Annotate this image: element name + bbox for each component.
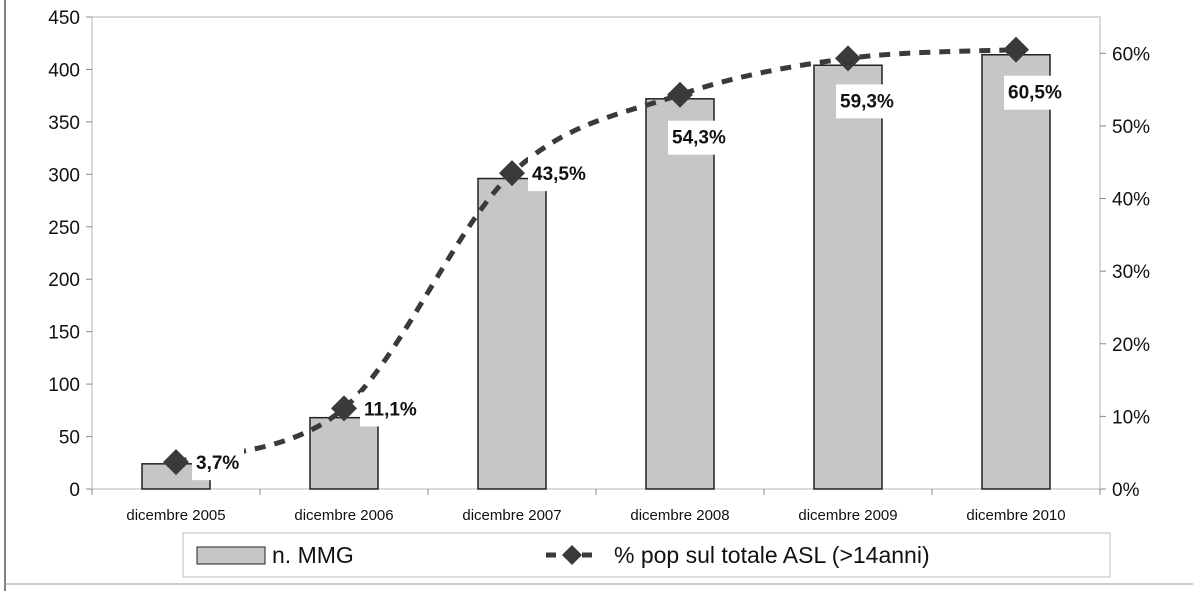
x-category-label: dicembre 2005 (126, 507, 225, 524)
x-axis-labels: dicembre 2005 dicembre 2006 dicembre 2007 d… (126, 507, 1065, 524)
bar (309, 416, 379, 490)
legend-swatch-bar (196, 546, 266, 565)
y-right-tick-label: 30% (1112, 262, 1150, 283)
y-right-tick-label: 50% (1112, 117, 1150, 138)
line-marker-diamond (835, 45, 861, 72)
legend-label-line: % pop sul totale ASL (>14anni) (614, 542, 930, 568)
y-left-tick-label: 350 (48, 113, 80, 134)
y-left-tick-label: 300 (48, 165, 80, 186)
bar (981, 54, 1051, 490)
y-left-tick-label: 150 (48, 323, 80, 344)
x-category-label: dicembre 2008 (630, 507, 729, 524)
y-right-tick-label: 20% (1112, 335, 1150, 356)
legend-label-bars: n. MMG (272, 542, 354, 568)
line-marker-diamond (1003, 36, 1029, 63)
data-label-bg (836, 84, 899, 119)
bar (477, 177, 547, 490)
bar (813, 64, 883, 490)
plot-area (91, 16, 1101, 490)
y-right-tick-label: 40% (1112, 190, 1150, 211)
line-marker-diamond (331, 395, 357, 422)
y-left-tick-label: 250 (48, 218, 80, 239)
line-marker-diamond (499, 160, 525, 187)
y-left-tick-label: 100 (48, 375, 80, 396)
data-labels: 3,7% 11,1% 43,5% 54,3% 59,3% 60,5% (192, 75, 1067, 481)
data-label-bg (360, 392, 423, 427)
legend-diamond-icon (562, 545, 582, 565)
bar (645, 98, 715, 490)
legend-box (182, 532, 1111, 578)
line-series (163, 36, 1029, 476)
y-right-tick-label: 10% (1112, 407, 1150, 428)
axes: 0 50 100 150 200 250 300 350 400 450 0% 10% 20% 30% 40… (48, 8, 1150, 501)
data-label: 11,1% (364, 399, 417, 420)
x-category-label: dicembre 2009 (798, 507, 897, 524)
x-category-label: dicembre 2007 (462, 507, 561, 524)
data-label: 59,3% (840, 91, 894, 112)
data-label-bg (528, 157, 591, 192)
x-category-label: dicembre 2006 (294, 507, 393, 524)
x-category-label: dicembre 2010 (966, 507, 1065, 524)
y-left-tick-label: 50 (59, 428, 80, 449)
data-label: 43,5% (532, 164, 586, 185)
data-label-bg (1004, 75, 1067, 110)
line-marker-diamond (163, 449, 189, 476)
data-label: 3,7% (196, 453, 239, 474)
y-right-tick-label: 0% (1112, 480, 1140, 501)
data-label-bg (192, 446, 244, 481)
data-label: 54,3% (672, 128, 726, 149)
y-left-tick-label: 200 (48, 270, 80, 291)
y-left-tick-label: 450 (48, 8, 80, 29)
data-label: 60,5% (1008, 83, 1062, 104)
data-label-bg (668, 120, 731, 155)
y-right-tick-label: 60% (1112, 44, 1150, 65)
y-left-tick-label: 0 (69, 480, 80, 501)
y-left-tick-label: 400 (48, 60, 80, 81)
legend: n. MMG % pop sul totale ASL (>14anni) (182, 532, 1111, 578)
line-marker-diamond (667, 81, 693, 108)
bar-series (141, 54, 1051, 490)
